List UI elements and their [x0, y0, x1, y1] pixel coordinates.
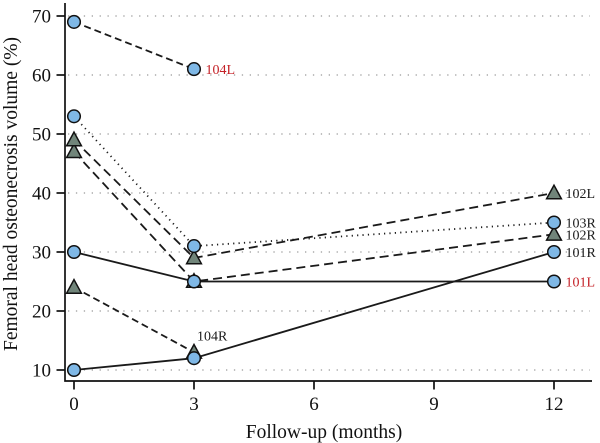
data-point-circle-103R: [66, 109, 82, 124]
axis-layer: 10 20 30 40 50 60 70 0 3 6 9 12: [32, 3, 592, 415]
series-label-104R: 104R: [197, 329, 228, 344]
data-point-circle-103R: [546, 215, 562, 230]
x-tick-label: 0: [69, 394, 79, 415]
x-tick-label: 6: [309, 394, 319, 415]
x-axis-title: Follow-up (months): [246, 422, 403, 443]
series-labels-layer: 102R 102L 104R 103R 104L 101R 101L: [197, 63, 597, 344]
y-tick-label: 50: [32, 125, 51, 146]
series-label-104L: 104L: [206, 63, 236, 78]
data-point-circle-101R: [546, 244, 562, 260]
y-tick-label: 70: [32, 7, 51, 28]
series-line-101L: [73, 251, 554, 283]
x-tick-label: 9: [429, 394, 439, 415]
y-tick-label: 60: [32, 66, 51, 87]
data-point-triangle-102L: [545, 183, 563, 200]
data-point-circle-101L: [186, 274, 202, 289]
axes: [64, 3, 592, 382]
y-tick-label: 20: [32, 302, 51, 323]
series-label-102L: 102L: [566, 187, 596, 202]
data-point-triangle-102L: [185, 248, 203, 265]
series-line-102R: [73, 151, 555, 283]
series-lines-layer: [73, 21, 555, 371]
data-point-triangle-102L: [65, 130, 83, 147]
x-tick-label: 12: [545, 394, 564, 415]
x-tick-label: 3: [189, 394, 199, 415]
series-label-102R: 102R: [566, 228, 597, 243]
series-label-101R: 101R: [566, 246, 597, 261]
data-point-circle-101L: [66, 244, 82, 260]
y-axis-title: Femoral head osteonecrosis volume (%): [1, 37, 22, 351]
grid-layer: [68, 15, 590, 371]
series-line-104L: [73, 21, 195, 70]
series-line-103R: [73, 115, 555, 248]
data-point-circle-101R: [186, 351, 202, 366]
series-label-101L: 101L: [566, 276, 596, 291]
data-point-triangle-104R: [65, 278, 83, 294]
data-point-circle-101L: [546, 274, 562, 289]
series-markers-layer: [65, 14, 563, 378]
series-label-103R: 103R: [566, 217, 597, 232]
data-point-circle-103R: [186, 239, 202, 254]
series-line-102L: [73, 139, 555, 259]
data-point-triangle-102R: [545, 224, 563, 241]
data-point-circle-101R: [66, 362, 82, 378]
y-tick-label: 40: [32, 184, 51, 205]
y-tick-label: 30: [32, 243, 51, 264]
data-point-circle-104L: [186, 62, 202, 77]
data-point-circle-104L: [66, 14, 82, 29]
series-line-104R: [73, 286, 195, 354]
data-point-triangle-102R: [65, 142, 83, 159]
y-tick-label: 10: [32, 361, 51, 382]
